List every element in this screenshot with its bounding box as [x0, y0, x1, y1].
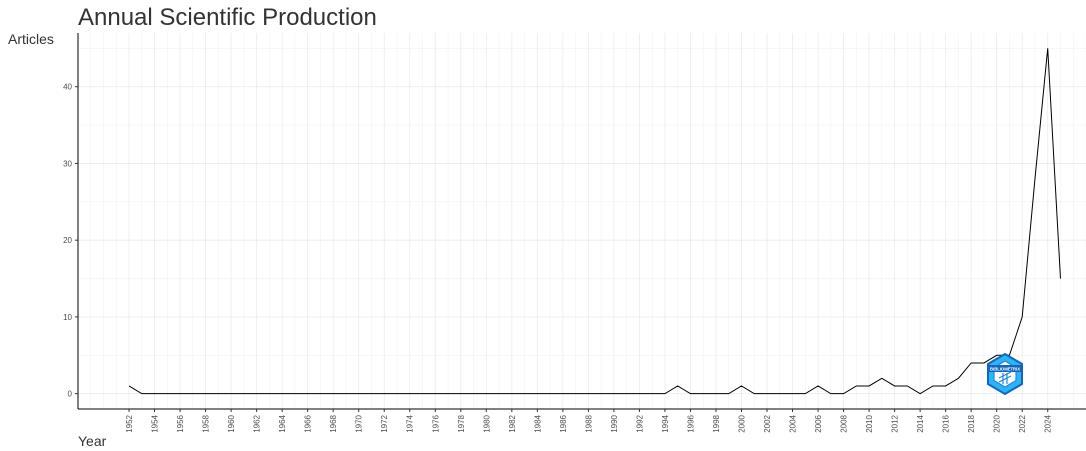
y-tick-label: 0 [68, 390, 73, 399]
x-tick-label: 1986 [559, 414, 568, 432]
x-tick-label: 1976 [431, 414, 440, 432]
x-tick-label: 2010 [865, 414, 874, 432]
y-tick-label: 30 [63, 159, 72, 168]
x-tick-labels: 1952 1954 1956 1958 1960 1962 1964 1966 1968 1970… [125, 409, 1053, 433]
x-tick-label: 2008 [840, 414, 849, 432]
x-tick-label: 2018 [967, 414, 976, 432]
x-tick-label: 2002 [763, 414, 772, 432]
x-tick-label: 1952 [125, 414, 134, 432]
logo-text: BIBLIOMETRIX [990, 366, 1020, 371]
x-tick-label: 1978 [457, 414, 466, 432]
x-tick-label: 1964 [278, 414, 287, 432]
x-tick-label: 1984 [533, 414, 542, 432]
x-tick-label: 1960 [227, 414, 236, 432]
x-tick-label: 1972 [380, 414, 389, 432]
x-tick-label: 2004 [789, 414, 798, 432]
bibliometrix-logo-icon: BIBLIOMETRIX [987, 352, 1023, 396]
x-tick-label: 2014 [916, 414, 925, 432]
x-tick-label: 1954 [151, 414, 160, 432]
x-tick-label: 1996 [686, 414, 695, 432]
x-tick-label: 1982 [508, 414, 517, 432]
x-tick-label: 2012 [891, 414, 900, 432]
y-tick-label: 40 [63, 83, 72, 92]
y-tick-label: 20 [63, 236, 72, 245]
x-tick-label: 2006 [814, 414, 823, 432]
x-tick-label: 1988 [584, 414, 593, 432]
x-axis-title: Year [78, 433, 107, 449]
chart-title: Annual Scientific Production [78, 4, 377, 31]
axes [77, 33, 1086, 410]
x-tick-label: 1992 [635, 414, 644, 432]
x-tick-label: 1956 [176, 414, 185, 432]
x-tick-label: 1958 [202, 414, 211, 432]
series-line [128, 48, 1061, 395]
x-tick-label: 2022 [1018, 414, 1027, 432]
x-tick-label: 1998 [712, 414, 721, 432]
x-tick-label: 2000 [737, 414, 746, 432]
x-tick-label: 2024 [1044, 414, 1053, 432]
grid-lines [77, 33, 1086, 409]
x-tick-label: 1974 [406, 414, 415, 432]
x-tick-label: 1966 [304, 414, 313, 432]
x-tick-label: 2016 [942, 414, 951, 432]
x-tick-label: 1962 [253, 414, 262, 432]
y-tick-label: 10 [63, 313, 72, 322]
y-tick-labels: 0 10 20 30 40 [63, 83, 78, 399]
x-tick-label: 1994 [661, 414, 670, 432]
x-tick-label: 1980 [482, 414, 491, 432]
x-tick-label: 1990 [610, 414, 619, 432]
x-tick-label: 2020 [993, 414, 1002, 432]
x-tick-label: 1970 [355, 414, 364, 432]
x-tick-label: 1968 [329, 414, 338, 432]
y-axis-title: Articles [8, 31, 54, 47]
